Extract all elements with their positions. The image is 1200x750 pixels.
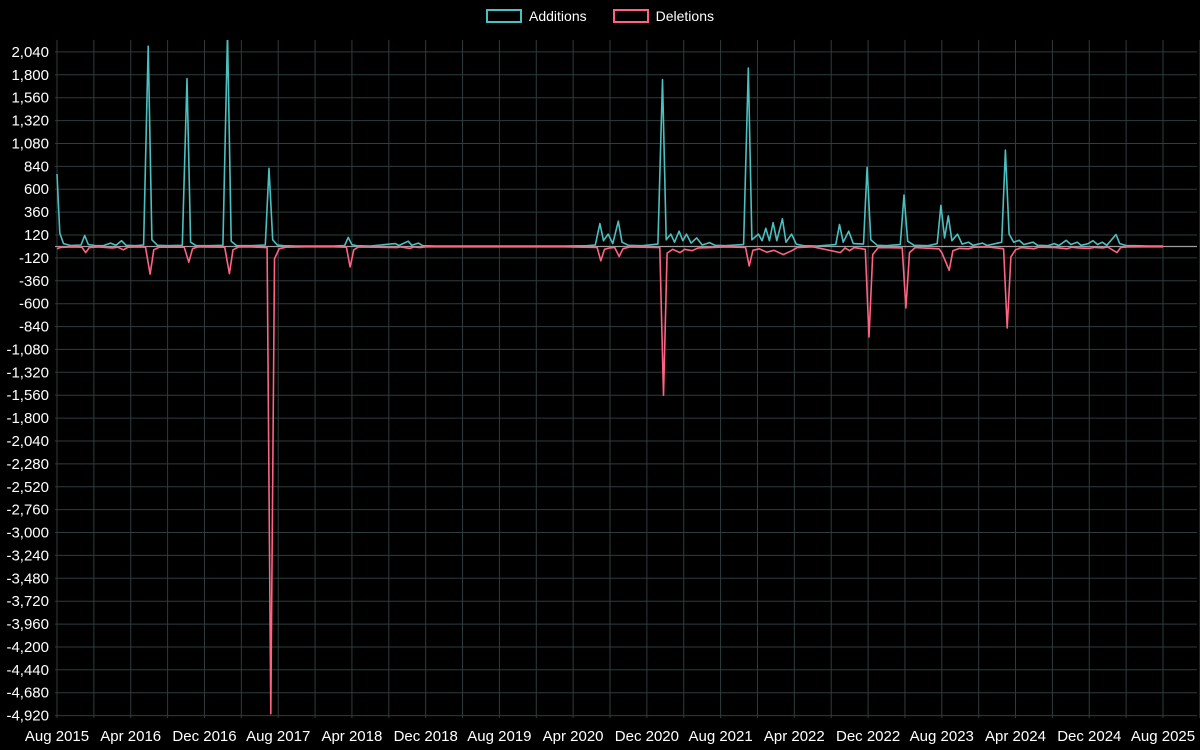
x-tick-label: Dec 2016	[172, 728, 236, 745]
chart-legend: Additions Deletions	[0, 7, 1200, 25]
y-tick-label: -1,320	[6, 364, 49, 381]
y-tick-label: -2,040	[6, 433, 49, 450]
y-tick-label: -1,800	[6, 410, 49, 427]
y-tick-label: -2,280	[6, 456, 49, 473]
y-tick-label: -1,560	[6, 387, 49, 404]
y-tick-label: -120	[19, 250, 49, 267]
x-tick-label: Aug 2021	[688, 728, 752, 745]
x-tick-label: Dec 2022	[836, 728, 900, 745]
y-tick-label: 1,800	[11, 67, 49, 84]
y-tick-label: 1,560	[11, 90, 49, 107]
x-tick-label: Aug 2015	[25, 728, 89, 745]
x-tick-label: Aug 2023	[910, 728, 974, 745]
y-tick-label: -360	[19, 273, 49, 290]
x-tick-label: Dec 2020	[615, 728, 679, 745]
x-tick-label: Apr 2018	[321, 728, 382, 745]
additions-line	[56, 40, 1163, 247]
legend-item-additions[interactable]: Additions	[486, 7, 587, 25]
y-tick-label: 840	[24, 158, 49, 175]
y-tick-label: 360	[24, 204, 49, 221]
x-tick-label: Dec 2018	[394, 728, 458, 745]
y-tick-label: -3,720	[6, 593, 49, 610]
x-tick-label: Aug 2025	[1131, 728, 1195, 745]
y-tick-label: -600	[19, 296, 49, 313]
y-tick-label: 600	[24, 181, 49, 198]
y-tick-label: -2,520	[6, 479, 49, 496]
y-tick-label: -3,960	[6, 616, 49, 633]
x-tick-label: Apr 2020	[543, 728, 604, 745]
x-tick-label: Aug 2017	[246, 728, 310, 745]
y-tick-label: -3,480	[6, 570, 49, 587]
y-tick-label: 1,080	[11, 136, 49, 153]
y-tick-label: -4,200	[6, 639, 49, 656]
x-tick-label: Apr 2024	[985, 728, 1046, 745]
x-tick-label: Dec 2024	[1057, 728, 1121, 745]
y-tick-label: -4,680	[6, 685, 49, 702]
deletions-line	[56, 246, 1163, 715]
y-tick-label: -1,080	[6, 341, 49, 358]
y-tick-label: -4,920	[6, 708, 49, 725]
y-tick-label: 2,040	[11, 44, 49, 61]
y-tick-label: -4,440	[6, 662, 49, 679]
deletions-swatch	[612, 9, 649, 23]
y-tick-label: -2,760	[6, 502, 49, 519]
legend-label-additions: Additions	[529, 8, 587, 24]
x-tick-label: Aug 2019	[467, 728, 531, 745]
y-tick-label: 120	[24, 227, 49, 244]
y-tick-label: -840	[19, 319, 49, 336]
y-tick-label: -3,240	[6, 547, 49, 564]
legend-item-deletions[interactable]: Deletions	[612, 7, 714, 25]
additions-swatch	[486, 9, 523, 23]
y-tick-label: 1,320	[11, 113, 49, 130]
legend-label-deletions: Deletions	[655, 8, 714, 24]
x-tick-label: Apr 2016	[100, 728, 161, 745]
x-tick-label: Apr 2022	[764, 728, 825, 745]
y-tick-label: -3,000	[6, 525, 49, 542]
